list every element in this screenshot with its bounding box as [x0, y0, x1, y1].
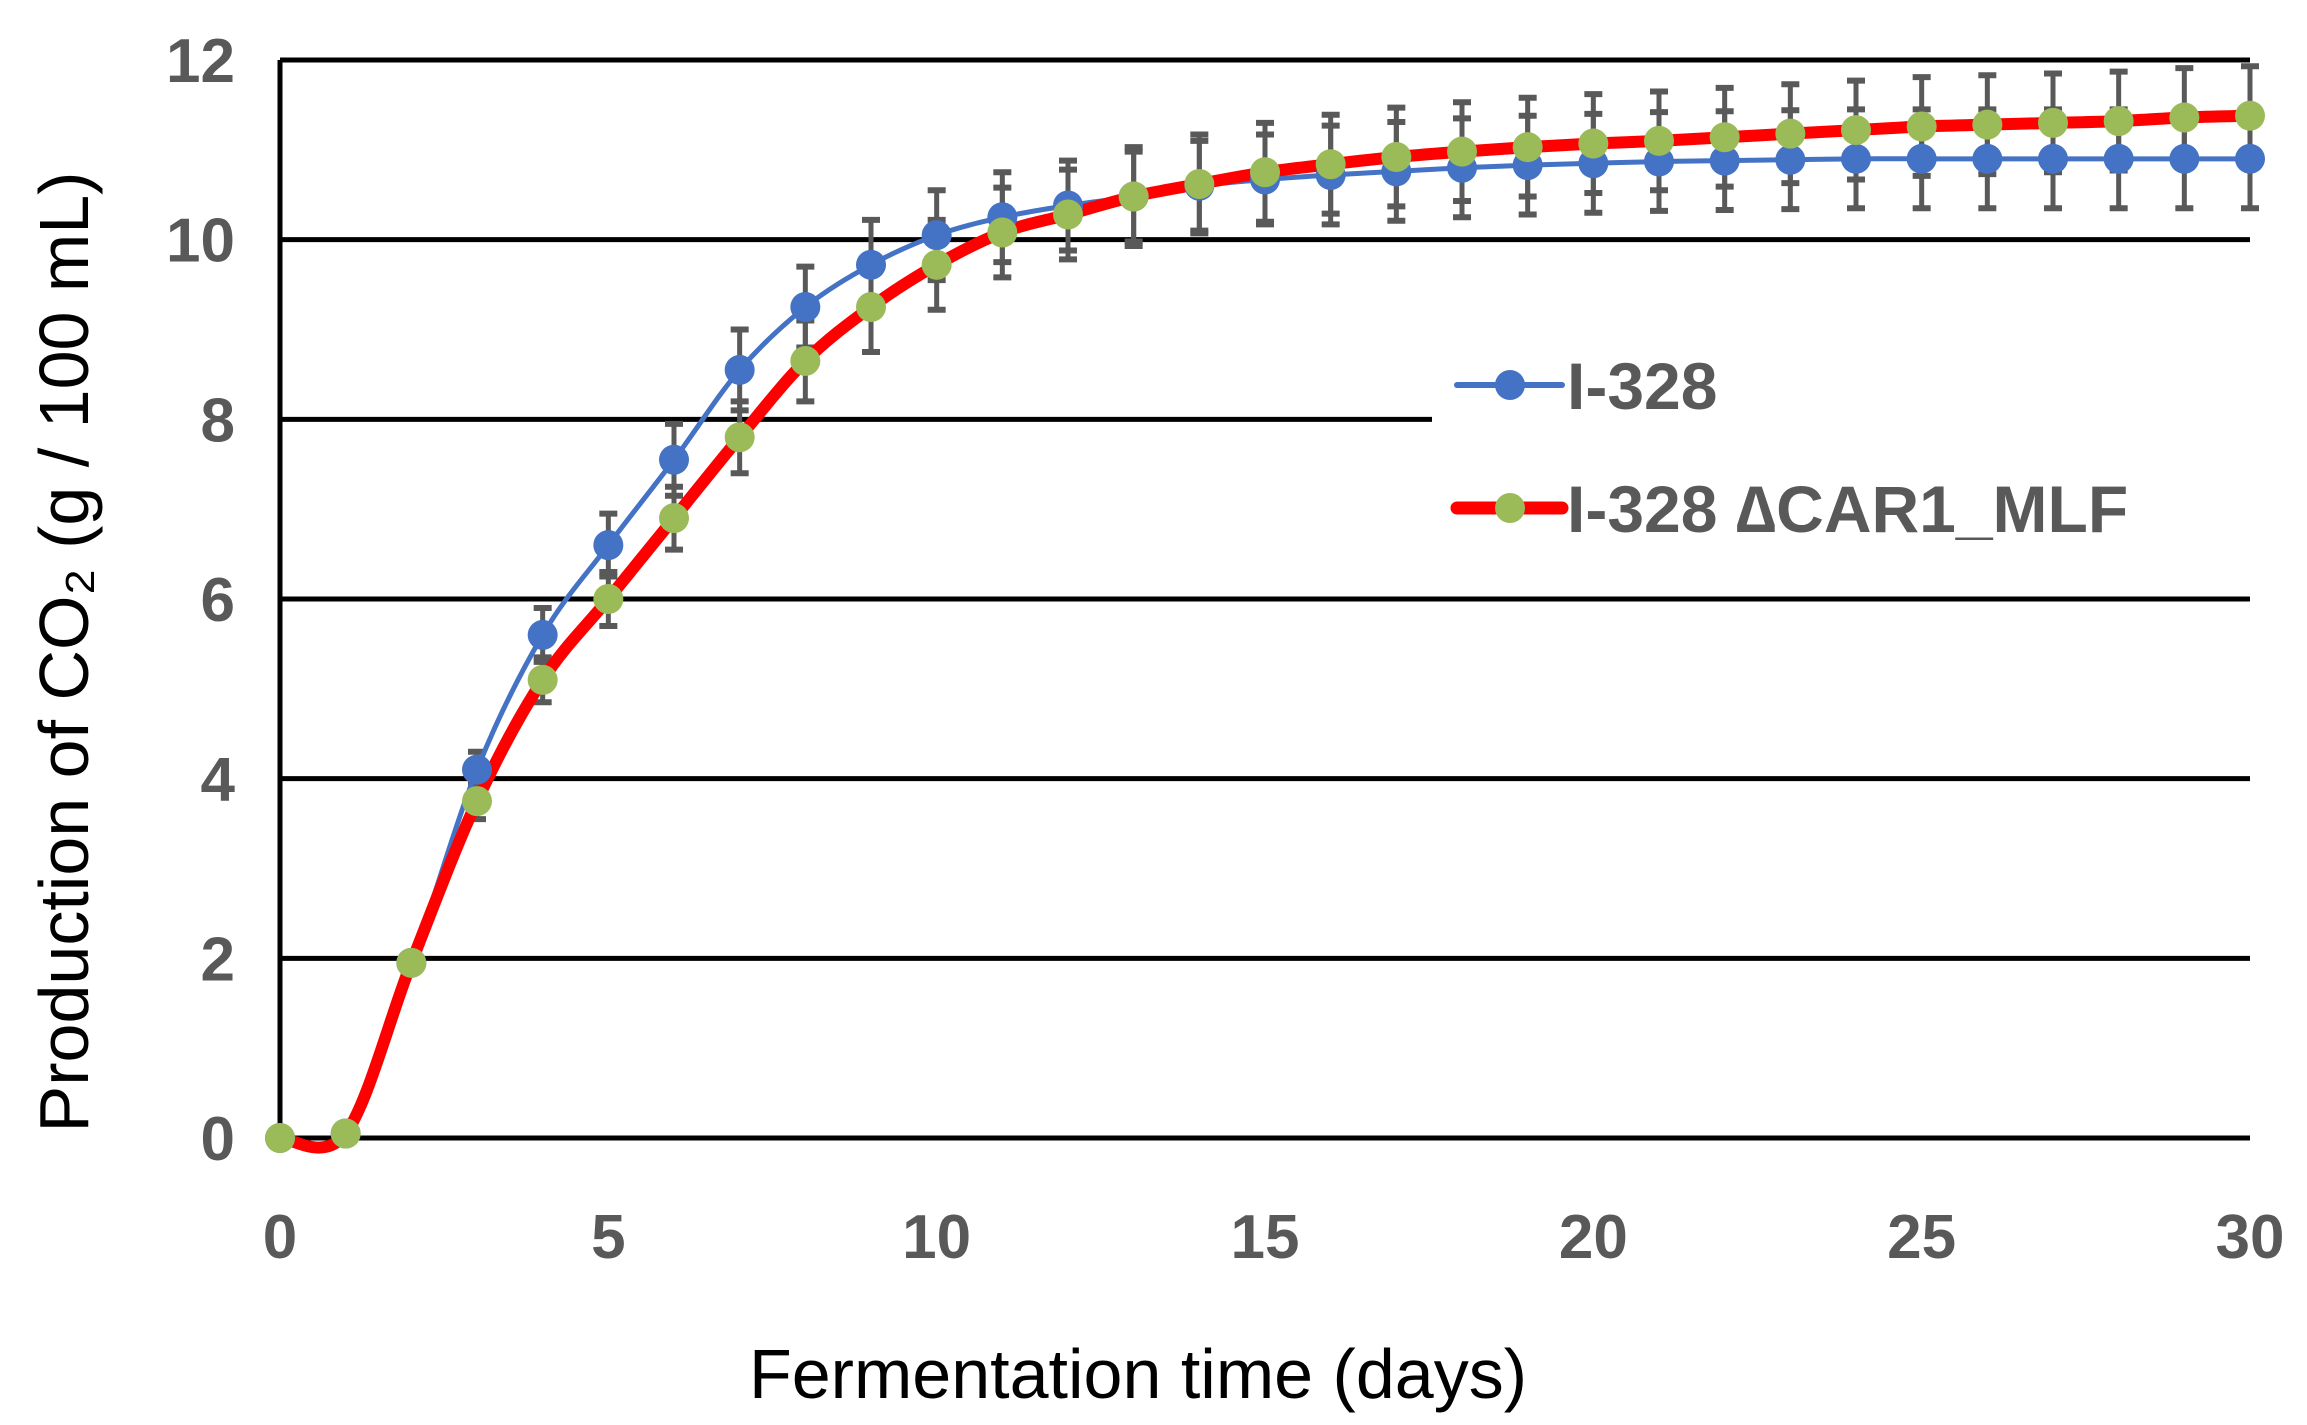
data-point-s1-x1 [330, 1118, 361, 1149]
data-point-s1-x14 [1184, 168, 1215, 199]
data-point-s0-x29 [2169, 143, 2200, 174]
tick-labels: 0 2 4 6 8 10 12 0 5 10 15 20 25 30 [166, 27, 2284, 1272]
data-point-s1-x9 [856, 292, 886, 323]
x-tick-label-25: 25 [1887, 1203, 1956, 1272]
data-point-s1-x18 [1447, 136, 1477, 167]
data-point-s1-x15 [1250, 157, 1280, 188]
y-tick-label-10: 10 [166, 207, 235, 276]
data-point-s1-x5 [593, 584, 624, 614]
data-point-s0-x6 [659, 444, 689, 475]
legend-entry-1: I-328 ∆CAR1_MLF [1450, 472, 2128, 546]
data-point-s0-x7 [724, 354, 755, 385]
data-point-s1-x21 [1644, 125, 1674, 156]
data-point-s0-x21 [1644, 146, 1674, 177]
data-point-s1-x0 [265, 1123, 295, 1153]
data-point-s1-x23 [1775, 118, 1806, 149]
legend-swatch-marker [1495, 493, 1525, 523]
y-tick-label-6: 6 [201, 566, 235, 635]
data-point-s1-x20 [1578, 128, 1609, 159]
data-point-s0-x22 [1709, 145, 1740, 176]
x-tick-label-30: 30 [2216, 1203, 2285, 1272]
y-tick-label-4: 4 [201, 746, 236, 815]
data-point-s1-x2 [396, 947, 427, 978]
data-point-s1-x7 [724, 422, 755, 453]
data-point-s1-x27 [2038, 107, 2068, 138]
x-tick-label-5: 5 [591, 1203, 625, 1272]
y-tick-label-12: 12 [166, 27, 235, 96]
data-point-s1-x10 [921, 249, 952, 280]
data-point-s1-x22 [1709, 122, 1740, 153]
legend-label: I-328 [1567, 349, 1717, 423]
legend-entry-0: I-328 [1454, 349, 1717, 423]
legend: I-328 I-328 ∆CAR1_MLF [1450, 349, 2128, 546]
data-point-s1-x19 [1512, 132, 1543, 163]
data-point-s0-x3 [462, 754, 492, 785]
data-point-s1-x25 [1906, 111, 1937, 142]
data-point-s1-x16 [1315, 149, 1346, 180]
data-point-s0-x24 [1841, 143, 1871, 174]
data-point-s1-x28 [2103, 106, 2134, 137]
y-axis-title: Production of CO₂ (g / 100 mL) [25, 172, 103, 1133]
legend-background [1432, 298, 2260, 576]
x-tick-label-10: 10 [902, 1203, 971, 1272]
data-point-s1-x13 [1118, 181, 1149, 212]
data-point-s1-x3 [462, 786, 492, 817]
data-point-s0-x5 [593, 530, 624, 561]
x-tick-label-15: 15 [1231, 1203, 1300, 1272]
data-point-s1-x24 [1841, 115, 1871, 146]
data-point-s0-x27 [2038, 143, 2068, 174]
data-point-s0-x4 [527, 619, 558, 650]
x-axis-title: Fermentation time (days) [749, 1335, 1527, 1413]
data-point-s0-x30 [2235, 143, 2265, 174]
legend-swatch-marker [1495, 370, 1525, 400]
data-point-s1-x26 [1972, 109, 2003, 140]
data-point-s1-x4 [527, 664, 558, 695]
series-lines [274, 109, 2256, 1154]
data-point-s0-x10 [921, 220, 952, 251]
data-point-s1-x12 [1053, 199, 1083, 230]
data-point-s1-x11 [987, 217, 1018, 248]
series-line-1 [274, 109, 2256, 1154]
data-point-s1-x8 [790, 345, 821, 376]
series-markers [265, 100, 2265, 1153]
y-tick-label-2: 2 [201, 925, 235, 994]
data-point-s0-x25 [1906, 143, 1937, 174]
data-point-s0-x23 [1775, 144, 1806, 175]
y-tick-label-0: 0 [201, 1105, 235, 1174]
data-point-s0-x28 [2103, 143, 2134, 174]
data-point-s0-x26 [1972, 143, 2003, 174]
x-tick-label-20: 20 [1559, 1203, 1628, 1272]
data-point-s1-x17 [1381, 142, 1412, 173]
data-point-s0-x8 [790, 292, 821, 323]
data-point-s0-x9 [856, 249, 886, 280]
y-tick-label-8: 8 [201, 386, 235, 455]
data-point-s1-x29 [2169, 102, 2200, 133]
legend-label: I-328 ∆CAR1_MLF [1567, 472, 2128, 546]
data-point-s1-x30 [2235, 100, 2265, 131]
x-tick-label-0: 0 [263, 1203, 297, 1272]
data-point-s1-x6 [659, 503, 689, 534]
